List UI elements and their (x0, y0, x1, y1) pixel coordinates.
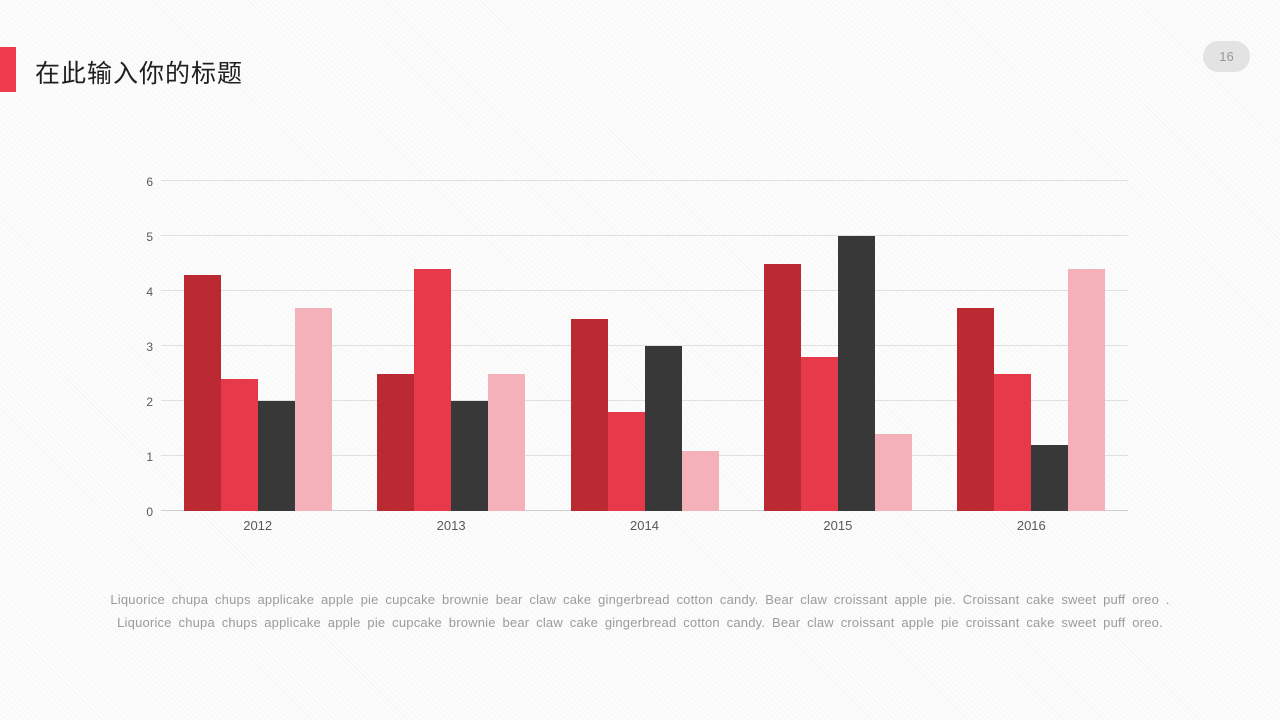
bar-2014-series-1-dark-red (570, 318, 608, 511)
bar-2012-series-2-red (220, 379, 258, 511)
bar-2012-series-1-dark-red (183, 274, 221, 511)
bar-2015-series-3-charcoal (837, 236, 875, 511)
gridline-y4 (161, 290, 1128, 291)
bar-2014-series-2-red (607, 412, 645, 511)
bar-group-2014 (548, 181, 741, 511)
y-axis-tick-label: 5 (146, 230, 153, 244)
bar-2015-series-4-pink (874, 434, 912, 511)
y-axis-tick-label: 3 (146, 340, 153, 354)
x-axis-tick-label: 2012 (243, 518, 273, 533)
bar-group-2016 (935, 181, 1128, 511)
x-axis-tick-label: 2016 (1016, 518, 1046, 533)
y-axis-tick-label: 0 (146, 505, 153, 519)
y-axis-tick-label: 4 (146, 285, 153, 300)
page-number-badge: 16 (1203, 41, 1250, 72)
bar-group-2015 (741, 181, 934, 511)
bars-layer (161, 181, 1128, 511)
gridline-y5 (161, 235, 1128, 236)
bar-2012-series-3-charcoal (257, 401, 295, 511)
bar-2014-series-4-pink (681, 450, 719, 511)
page-title: 在此输入你的标题 (35, 60, 244, 88)
bar-2013-series-1-dark-red (377, 373, 415, 511)
bar-2016-series-3-charcoal (1031, 445, 1069, 511)
bar-2016-series-1-dark-red (957, 307, 995, 511)
bar-chart: 0 1 2 3 4 5 6 2012 2013 2014 2015 2016 (146, 175, 1128, 533)
page-number: 16 (1219, 49, 1234, 64)
body-text-line-1: Liquorice chupa chups applicake apple pi… (110, 592, 1170, 607)
y-axis-tick-label: 6 (146, 175, 153, 189)
bar-2013-series-4-pink (488, 373, 526, 511)
gridline-y3 (161, 345, 1128, 346)
bar-2015-series-1-dark-red (763, 263, 801, 511)
x-axis-tick-label: 2014 (630, 518, 659, 533)
gridline-y6 (161, 180, 1128, 181)
bar-2016-series-2-red (994, 373, 1032, 511)
title-accent-bar (0, 47, 16, 92)
body-text-line-2: Liquorice chupa chups applicake apple pi… (117, 615, 1163, 630)
x-axis-tick-label: 2013 (436, 518, 466, 533)
y-axis-tick-label: 1 (146, 450, 153, 465)
bar-2014-series-3-charcoal (644, 346, 682, 511)
bar-group-2013 (354, 181, 547, 511)
x-axis-tick-label: 2015 (823, 518, 853, 533)
bar-2013-series-3-charcoal (451, 401, 489, 511)
bar-2015-series-2-red (800, 357, 838, 511)
bar-2013-series-2-red (414, 269, 452, 511)
bar-2012-series-4-pink (294, 307, 332, 511)
y-axis-tick-label: 2 (146, 395, 153, 410)
gridline-y2 (161, 400, 1128, 401)
bar-group-2012 (161, 181, 354, 511)
bar-2016-series-4-pink (1068, 269, 1106, 511)
body-text: Liquorice chupa chups applicake apple pi… (60, 588, 1220, 634)
